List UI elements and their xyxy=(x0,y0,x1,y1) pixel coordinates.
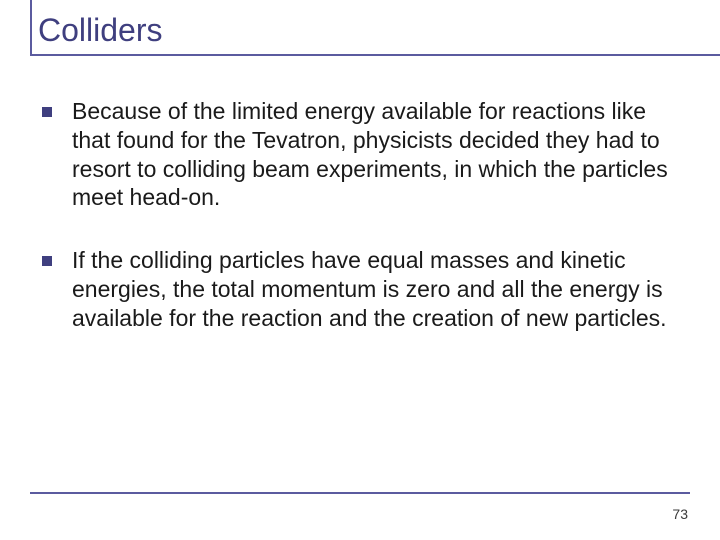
page-number: 73 xyxy=(672,506,688,522)
bullet-item: Because of the limited energy available … xyxy=(42,97,682,212)
bullet-item: If the colliding particles have equal ma… xyxy=(42,246,682,332)
bullet-text: Because of the limited energy available … xyxy=(72,97,682,212)
slide-container: Colliders Because of the limited energy … xyxy=(0,0,720,540)
square-bullet-icon xyxy=(42,256,52,266)
footer-accent-line xyxy=(30,492,690,494)
title-region: Colliders xyxy=(30,12,690,59)
square-bullet-icon xyxy=(42,107,52,117)
bullet-text: If the colliding particles have equal ma… xyxy=(72,246,682,332)
content-region: Because of the limited energy available … xyxy=(30,97,690,332)
slide-title: Colliders xyxy=(30,12,690,49)
title-accent-horizontal xyxy=(30,54,720,56)
